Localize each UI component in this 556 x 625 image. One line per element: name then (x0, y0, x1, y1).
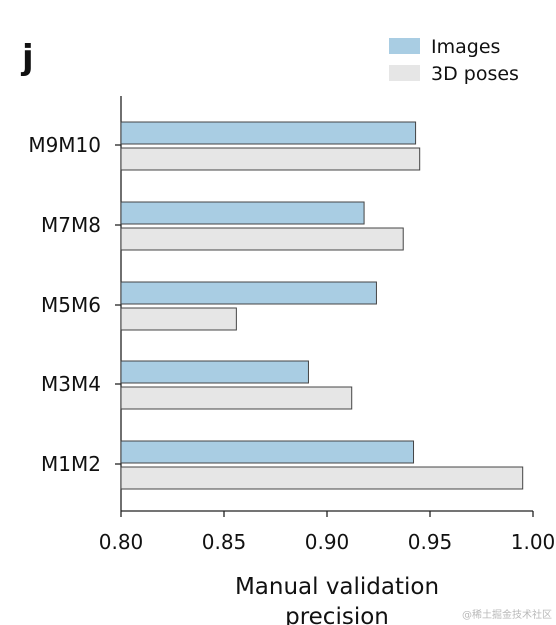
legend-swatch-3d-poses (389, 65, 420, 81)
x-axis-label: Manual validation (235, 574, 439, 600)
legend-swatch-images (389, 38, 420, 54)
bar-images-m5m6 (120, 281, 377, 305)
bar-3d-poses-m3m4 (120, 386, 353, 410)
x-axis-label-line2: precision (285, 604, 389, 625)
x-tick-label: 0.85 (202, 530, 247, 554)
bar-images-m3m4 (120, 360, 309, 384)
y-tick-label: M7M8 (41, 213, 101, 237)
y-tick-label: M3M4 (41, 372, 101, 396)
y-tick-label: M5M6 (41, 293, 101, 317)
legend-label-3d-poses: 3D poses (431, 63, 519, 85)
y-tick-label: M1M2 (41, 452, 101, 476)
bar-3d-poses-m1m2 (120, 466, 524, 490)
x-tick-label: 0.90 (305, 530, 350, 554)
bar-images-m7m8 (120, 201, 365, 225)
watermark: @稀土掘金技术社区 (462, 610, 552, 621)
x-tick-label: 0.80 (99, 530, 144, 554)
bar-3d-poses-m5m6 (120, 307, 237, 331)
x-tick-label: 1.00 (511, 530, 556, 554)
bar-3d-poses-m7m8 (120, 227, 404, 251)
panel-label: j (22, 38, 34, 78)
bar-3d-poses-m9m10 (120, 147, 421, 171)
x-tick-label: 0.95 (408, 530, 453, 554)
bar-images-m1m2 (120, 440, 415, 464)
legend-label-images: Images (431, 36, 500, 58)
y-tick-label: M9M10 (28, 133, 101, 157)
bar-images-m9m10 (120, 121, 417, 145)
